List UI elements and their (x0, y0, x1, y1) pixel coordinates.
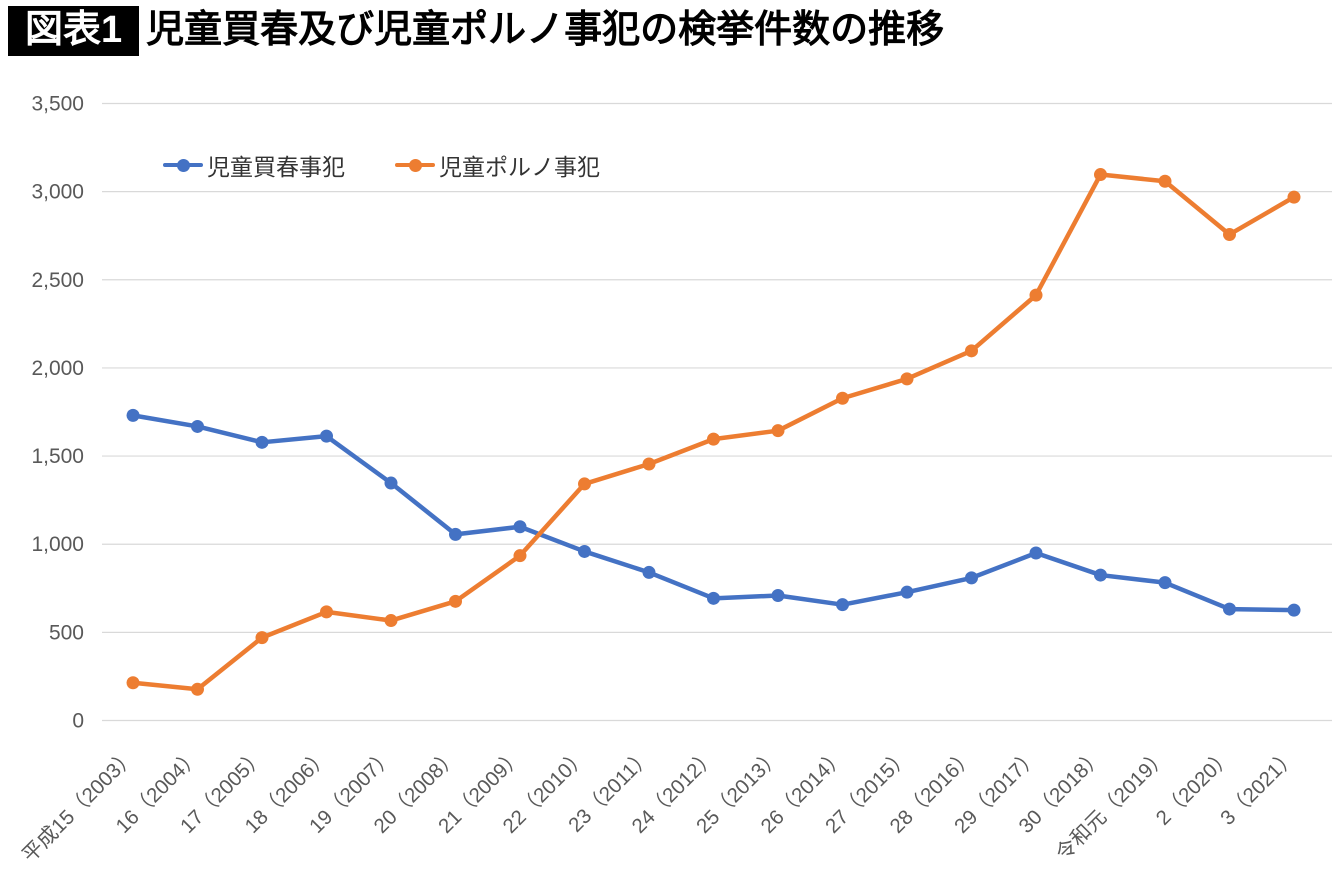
data-point (1029, 288, 1043, 302)
page-title: 児童買春及び児童ポルノ事犯の検挙件数の推移 (146, 9, 945, 52)
data-point (965, 571, 978, 585)
data-point (320, 429, 333, 443)
line-marker-icon (395, 158, 435, 173)
data-point (1287, 190, 1301, 204)
data-point (255, 435, 269, 449)
legend-dot (408, 158, 422, 172)
data-point (1223, 227, 1236, 241)
data-point (1158, 576, 1172, 590)
data-point (384, 614, 398, 628)
y-axis-tick-label: 3,000 (31, 181, 84, 204)
data-point (642, 457, 656, 471)
data-point (965, 344, 978, 358)
data-point (1223, 602, 1236, 616)
legend-label-child-prostitution: 児童買春事犯 (207, 154, 345, 180)
data-point (707, 591, 720, 605)
y-axis-tick-label: 2,000 (31, 357, 84, 380)
legend-dot (176, 158, 190, 172)
data-point (126, 408, 140, 422)
legend-label-child-pornography: 児童ポルノ事犯 (439, 154, 600, 180)
data-point (836, 391, 849, 405)
chart-header: 図表1 児童買春及び児童ポルノ事犯の検挙件数の推移 (8, 6, 944, 56)
data-point (191, 682, 204, 696)
line-marker-icon (163, 158, 203, 173)
data-point (707, 432, 720, 446)
data-point (900, 585, 914, 599)
data-point (1094, 168, 1107, 182)
data-point (191, 419, 204, 433)
y-axis-tick-label: 500 (49, 621, 84, 644)
data-point (1029, 546, 1043, 560)
x-axis-tick-label: 令和元（2019） (1052, 744, 1173, 865)
y-axis-tick-label: 2,500 (31, 269, 84, 292)
data-point (384, 476, 398, 490)
data-point (449, 527, 462, 541)
data-point (513, 520, 527, 534)
chart-legend: 児童買春事犯 児童ポルノ事犯 (163, 148, 600, 182)
series-line-1 (130, 172, 1297, 692)
data-point (1158, 174, 1172, 188)
data-point (771, 424, 785, 438)
x-axis-tick-label: 平成15（2003） (18, 744, 141, 867)
data-point (449, 594, 462, 608)
y-axis-tick-label: 3,500 (31, 93, 84, 116)
data-point (836, 598, 849, 612)
data-point (320, 605, 333, 619)
data-point (578, 477, 591, 491)
legend-item-child-prostitution: 児童買春事犯 (163, 148, 345, 182)
y-axis-tick-label: 1,500 (31, 445, 84, 468)
data-point (771, 589, 785, 603)
data-point (513, 549, 527, 563)
y-axis-tick-label: 1,000 (31, 533, 84, 556)
data-point (900, 372, 914, 386)
data-point (1287, 603, 1301, 617)
legend-item-child-pornography: 児童ポルノ事犯 (395, 148, 600, 182)
y-axis-tick-label: 0 (72, 710, 84, 733)
data-point (1094, 568, 1107, 582)
data-point (578, 544, 591, 558)
data-point (642, 565, 656, 579)
data-point (126, 676, 140, 690)
figure-badge: 図表1 (8, 6, 140, 56)
data-point (255, 631, 269, 645)
